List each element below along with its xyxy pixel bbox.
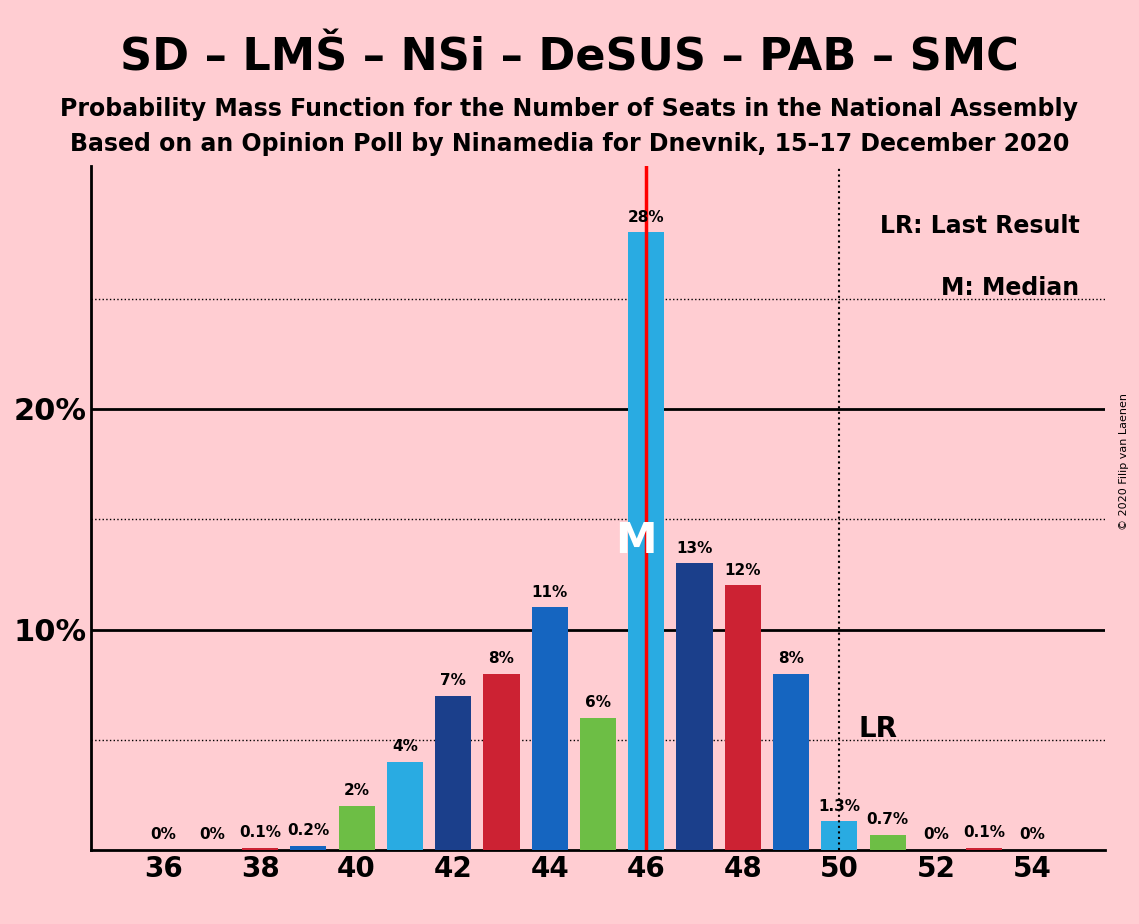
Text: 11%: 11%	[532, 585, 568, 600]
Bar	[532, 607, 568, 850]
Text: 12%: 12%	[724, 563, 761, 578]
Text: 13%: 13%	[677, 541, 713, 555]
Text: 0%: 0%	[923, 827, 949, 843]
Text: 6%: 6%	[585, 695, 611, 710]
Text: © 2020 Filip van Laenen: © 2020 Filip van Laenen	[1120, 394, 1129, 530]
Bar	[821, 821, 858, 850]
Bar	[483, 674, 519, 850]
Text: 28%: 28%	[628, 210, 664, 225]
Text: M: Median: M: Median	[941, 275, 1080, 299]
Text: 4%: 4%	[392, 739, 418, 754]
Text: 0%: 0%	[199, 827, 224, 843]
Text: LR: Last Result: LR: Last Result	[879, 214, 1080, 238]
Text: 0.7%: 0.7%	[867, 812, 909, 827]
Text: 0.2%: 0.2%	[287, 823, 329, 838]
Bar	[628, 233, 664, 850]
Text: 7%: 7%	[440, 673, 466, 688]
Bar	[677, 564, 713, 850]
Text: 0%: 0%	[1019, 827, 1046, 843]
Text: M: M	[615, 520, 656, 563]
Bar	[580, 718, 616, 850]
Bar	[290, 845, 327, 850]
Text: 0%: 0%	[150, 827, 177, 843]
Bar	[387, 762, 423, 850]
Bar	[869, 834, 906, 850]
Text: LR: LR	[859, 715, 898, 743]
Text: 0.1%: 0.1%	[239, 825, 281, 840]
Text: 0.1%: 0.1%	[964, 825, 1005, 840]
Bar	[241, 848, 278, 850]
Bar	[966, 848, 1002, 850]
Text: 8%: 8%	[778, 650, 804, 666]
Bar	[435, 696, 472, 850]
Text: 8%: 8%	[489, 650, 515, 666]
Text: Based on an Opinion Poll by Ninamedia for Dnevnik, 15–17 December 2020: Based on an Opinion Poll by Ninamedia fo…	[69, 132, 1070, 156]
Text: Probability Mass Function for the Number of Seats in the National Assembly: Probability Mass Function for the Number…	[60, 97, 1079, 121]
Bar	[338, 806, 375, 850]
Text: 2%: 2%	[344, 784, 370, 798]
Bar	[724, 586, 761, 850]
Bar	[773, 674, 809, 850]
Text: 1.3%: 1.3%	[818, 798, 860, 814]
Text: SD – LMŠ – NSi – DeSUS – PAB – SMC: SD – LMŠ – NSi – DeSUS – PAB – SMC	[120, 37, 1019, 80]
